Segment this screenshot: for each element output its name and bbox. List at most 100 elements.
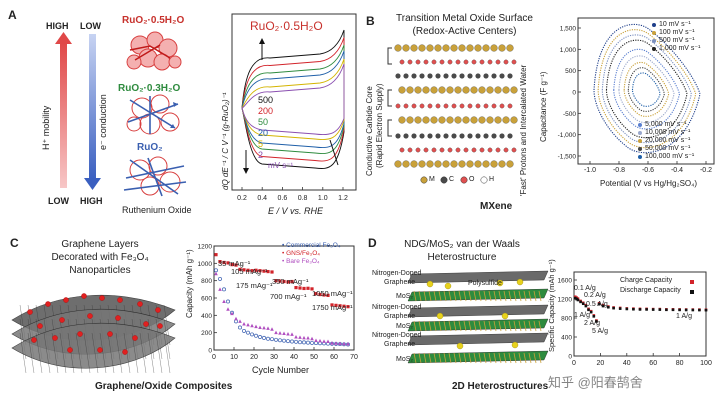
struct-label-03: RuO₂·0.3H₂O [118, 83, 181, 94]
mos2-texture-line [533, 290, 537, 302]
chart-d-point-1 [589, 310, 593, 314]
chart-b-legend-bottom-item: 20,000 mV s⁻¹ [645, 137, 691, 144]
chart-d-point-1 [595, 320, 598, 323]
mxene-atom [435, 73, 441, 79]
label-high-bottom: HIGH [80, 196, 103, 206]
mxene-atom [407, 59, 413, 65]
mxene-atom [446, 86, 454, 94]
panel-d-label: D [368, 236, 377, 250]
chart-c-ytick-label: 800 [201, 278, 212, 285]
chart-d-point-1 [592, 315, 596, 318]
chart-d-point-1 [678, 308, 681, 312]
mos2-texture-line [433, 290, 437, 302]
chart-a-legend-item: 50 [258, 117, 269, 127]
chart-c-xlabel: Cycle Number [252, 365, 310, 375]
chart-c-point-1 [318, 292, 322, 297]
polysulfide-particle [426, 280, 434, 288]
chart-c-point-2 [278, 331, 282, 335]
mxene-atom [502, 86, 510, 94]
chart-c-point-2 [302, 335, 306, 340]
chart-c-point-1 [226, 261, 230, 265]
mxene-atom [451, 73, 457, 79]
chart-c-point-2 [322, 339, 326, 343]
mos2-texture-line [443, 352, 447, 364]
ndg-label-3a: Nitrogen-Doped [372, 332, 422, 339]
chart-d-point-1 [597, 302, 601, 306]
mos2-texture-line [513, 290, 517, 302]
chart-c-point-1 [222, 260, 226, 265]
chart-c-point-1 [306, 286, 310, 290]
chart-c-point-2 [246, 322, 250, 327]
watermark: 知乎 @阳春鹄舍 [548, 375, 643, 390]
mos2-texture-line [513, 320, 517, 332]
chart-a-xtick-label: 1.0 [318, 195, 328, 202]
mxene-atom [414, 86, 422, 94]
chart-d-ytick-label: 800 [561, 316, 572, 323]
mos2-texture-line [493, 352, 497, 364]
chart-c-rate-label: 35 mAg⁻¹ [218, 259, 251, 268]
mxene-legend-label: H [489, 176, 495, 183]
chart-a-arrowhead-up [259, 38, 265, 44]
mos2-texture-line [508, 320, 512, 332]
graphene-mesh-line [155, 332, 163, 374]
mos2-texture-line [433, 320, 437, 332]
graphene-mesh-line [107, 332, 115, 374]
mxene-atom [443, 133, 449, 139]
chart-b-legend-marker [652, 39, 656, 43]
chart-c-point-1 [330, 303, 334, 307]
chart-c-point-0 [246, 330, 250, 335]
mxene-legend-swatch [440, 176, 448, 184]
chart-c-point-2 [282, 331, 286, 336]
chart-c-point-2 [286, 331, 290, 336]
chart-c-rate-label: 1750 mAg⁻¹ [312, 303, 353, 312]
chart-c-ytick-label: 1000 [198, 261, 213, 268]
mxene-atom [398, 116, 406, 124]
mxene-atom [487, 59, 493, 65]
fe3o4-nanoparticle [115, 315, 121, 321]
chart-c-xtick-label: 20 [250, 354, 258, 361]
mos2-texture-line [473, 290, 477, 302]
chart-c-rate-label: 105 mAg⁻¹ [231, 267, 268, 276]
mos2-texture-line [523, 290, 527, 302]
chart-c-point-2 [290, 332, 294, 336]
struct-label-05: RuO₂·0.5H₂O [122, 15, 185, 26]
mxene-atom [507, 133, 513, 139]
chart-c-point-0 [306, 340, 310, 345]
chart-d-ytick-label: 1600 [558, 278, 573, 285]
mxene-atom [479, 59, 485, 65]
chart-c-ytick-label: 200 [201, 330, 212, 337]
chart-c-point-1 [278, 279, 282, 283]
chart-c-point-2 [274, 330, 278, 335]
chart-d-point-1 [684, 308, 688, 312]
mxene-atom [494, 116, 502, 124]
mxene-atom [490, 44, 498, 52]
mxene-atom [495, 59, 501, 65]
mxene-atom [503, 59, 509, 65]
mxene-atom [411, 73, 417, 79]
chart-c-legend-item: • Commercial Fe₃O₄ [282, 242, 341, 249]
mxene-atom [459, 103, 465, 109]
polysulfide-particle [496, 279, 504, 287]
chart-c-point-1 [310, 287, 314, 291]
chart-c-point-2 [266, 326, 270, 330]
mxene-atom [394, 160, 402, 168]
fe3o4-nanoparticle [137, 301, 143, 307]
chart-d-point-0 [575, 296, 578, 299]
mxene-atom [483, 73, 489, 79]
ruthenium-oxide-caption: Ruthenium Oxide [122, 205, 192, 215]
chart-c-point-0 [290, 339, 294, 344]
chart-c-xtick-label: 50 [310, 354, 318, 361]
mos2-texture-line [508, 290, 512, 302]
chart-d-point-0 [576, 297, 580, 300]
mos2-texture-line [528, 352, 532, 364]
chart-d-xtick-label: 100 [700, 360, 712, 367]
mxene-atom [451, 133, 457, 139]
mxene-atom [483, 103, 489, 109]
fe3o4-nanoparticle [107, 331, 113, 337]
mxene-atom [426, 160, 434, 168]
chart-d-point-1 [691, 308, 695, 312]
structure-anhydrous-illustration [123, 156, 187, 197]
chart-c-point-0 [238, 325, 242, 330]
mos2-texture-line [458, 290, 462, 302]
mxene-atom [498, 160, 506, 168]
